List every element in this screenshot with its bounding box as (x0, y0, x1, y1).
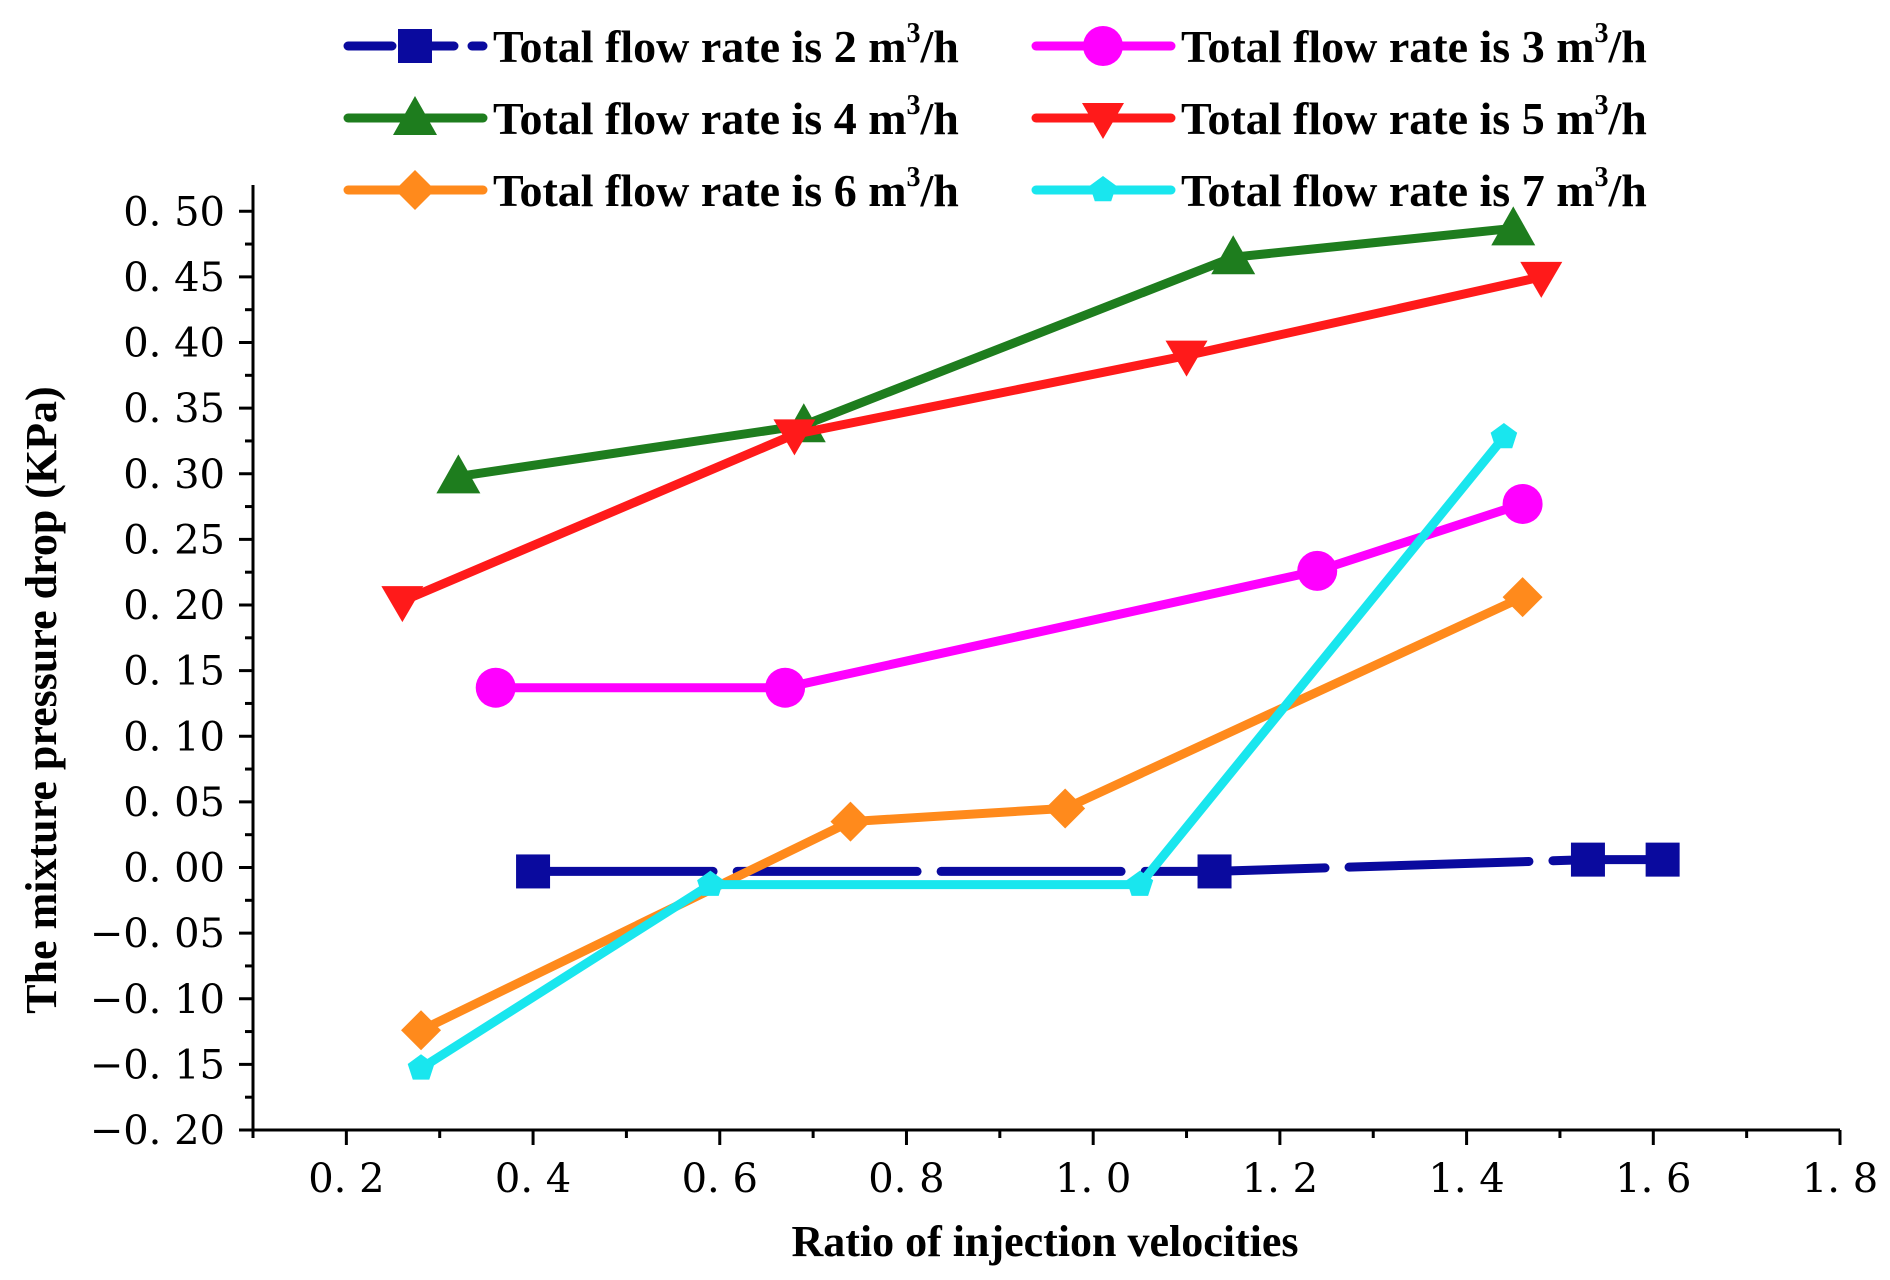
x-tick-label: 0. 4 (495, 1156, 571, 1202)
data-point (436, 454, 481, 494)
legend-marker (395, 170, 435, 210)
data-point (773, 419, 816, 456)
data-point (1520, 261, 1563, 298)
series-6 (407, 423, 1518, 1080)
series-2 (475, 483, 1543, 708)
legend-label: Total flow rate is 4 m3/h (493, 90, 959, 144)
x-tick-label: 0. 6 (682, 1156, 758, 1202)
series-line (397, 272, 1546, 606)
y-tick-label: 0. 00 (123, 846, 225, 892)
data-point (1491, 206, 1536, 246)
legend-marker (1083, 26, 1123, 66)
data-point (1490, 423, 1518, 449)
y-tick-label: 0. 20 (123, 583, 225, 629)
y-tick-label: 0. 30 (123, 452, 225, 498)
series-line (453, 223, 1518, 481)
y-tick-label: 0. 10 (123, 714, 225, 760)
legend-marker (1089, 176, 1117, 202)
y-tick-label: −0. 20 (90, 1108, 225, 1154)
y-tick-label: 0. 25 (123, 517, 225, 563)
legend-item-5: Total flow rate is 6 m3/h (343, 162, 959, 216)
data-point (475, 667, 516, 708)
y-tick-label: −0. 10 (90, 977, 225, 1023)
legend-label: Total flow rate is 7 m3/h (1181, 162, 1647, 216)
y-tick-label: −0. 05 (90, 911, 225, 957)
data-point (407, 1054, 435, 1080)
x-tick-label: 0. 8 (868, 1156, 944, 1202)
x-axis-title: Ratio of injection velocities (791, 1217, 1298, 1266)
y-tick-label: 0. 35 (123, 386, 225, 432)
series-5 (401, 577, 1543, 1051)
data-point (830, 801, 871, 842)
y-tick-label: 0. 40 (123, 321, 225, 367)
data-point (1502, 577, 1543, 618)
x-tick-label: 1. 6 (1615, 1156, 1691, 1202)
legend-marker (393, 96, 437, 135)
y-tick-label: 0. 45 (123, 255, 225, 301)
series-line (491, 499, 1528, 693)
data-point (1197, 854, 1232, 889)
x-tick-label: 1. 4 (1428, 1156, 1504, 1202)
x-tick-label: 1. 0 (1055, 1156, 1131, 1202)
data-point (1297, 550, 1338, 591)
data-point (401, 1010, 442, 1051)
x-tick-label: 0. 2 (308, 1156, 384, 1202)
legend-item-4: Total flow rate is 5 m3/h (1031, 90, 1647, 144)
legend-item-3: Total flow rate is 4 m3/h (343, 90, 959, 144)
data-point (516, 854, 551, 889)
series-3 (436, 206, 1536, 494)
legend-item-6: Total flow rate is 7 m3/h (1031, 162, 1647, 216)
y-tick-label: 0. 15 (123, 649, 225, 695)
y-axis-title: The mixture pressure drop (KPa) (17, 386, 66, 1013)
data-point (1126, 870, 1154, 896)
data-point (1045, 788, 1086, 829)
data-point (1165, 340, 1208, 377)
legend-marker (1082, 103, 1124, 139)
data-point (697, 870, 724, 896)
x-tick-label: 1. 8 (1802, 1156, 1878, 1202)
data-point (381, 586, 424, 623)
series-layer (381, 206, 1680, 1080)
y-tick-label: 0. 50 (123, 189, 225, 235)
series-1 (516, 842, 1680, 889)
series-4 (381, 261, 1563, 623)
legend-item-2: Total flow rate is 3 m3/h (1031, 18, 1647, 72)
legend-label: Total flow rate is 6 m3/h (493, 162, 959, 216)
legend-label: Total flow rate is 3 m3/h (1181, 18, 1647, 72)
legend-marker (398, 29, 432, 63)
legend-item-1: Total flow rate is 2 m3/h (343, 18, 959, 72)
data-point (1211, 235, 1256, 275)
data-point (1502, 483, 1543, 524)
y-tick-label: −0. 15 (90, 1042, 225, 1088)
legend-label: Total flow rate is 2 m3/h (493, 18, 959, 72)
data-point (1570, 842, 1605, 877)
legend: Total flow rate is 2 m3/h Total flow rate… (343, 18, 1647, 216)
y-tick-label: 0. 05 (123, 780, 225, 826)
series-line (416, 592, 1528, 1035)
axes: −0. 20 −0. 15 −0. 10 −0. 05 0. 00 0. 05 0. 10 0… (90, 185, 1878, 1202)
data-point (1645, 842, 1680, 877)
series-line (416, 432, 1509, 1073)
legend-label: Total flow rate is 5 m3/h (1181, 90, 1647, 144)
data-point (765, 667, 806, 708)
series-line (528, 855, 1668, 876)
x-tick-label: 1. 2 (1242, 1156, 1318, 1202)
